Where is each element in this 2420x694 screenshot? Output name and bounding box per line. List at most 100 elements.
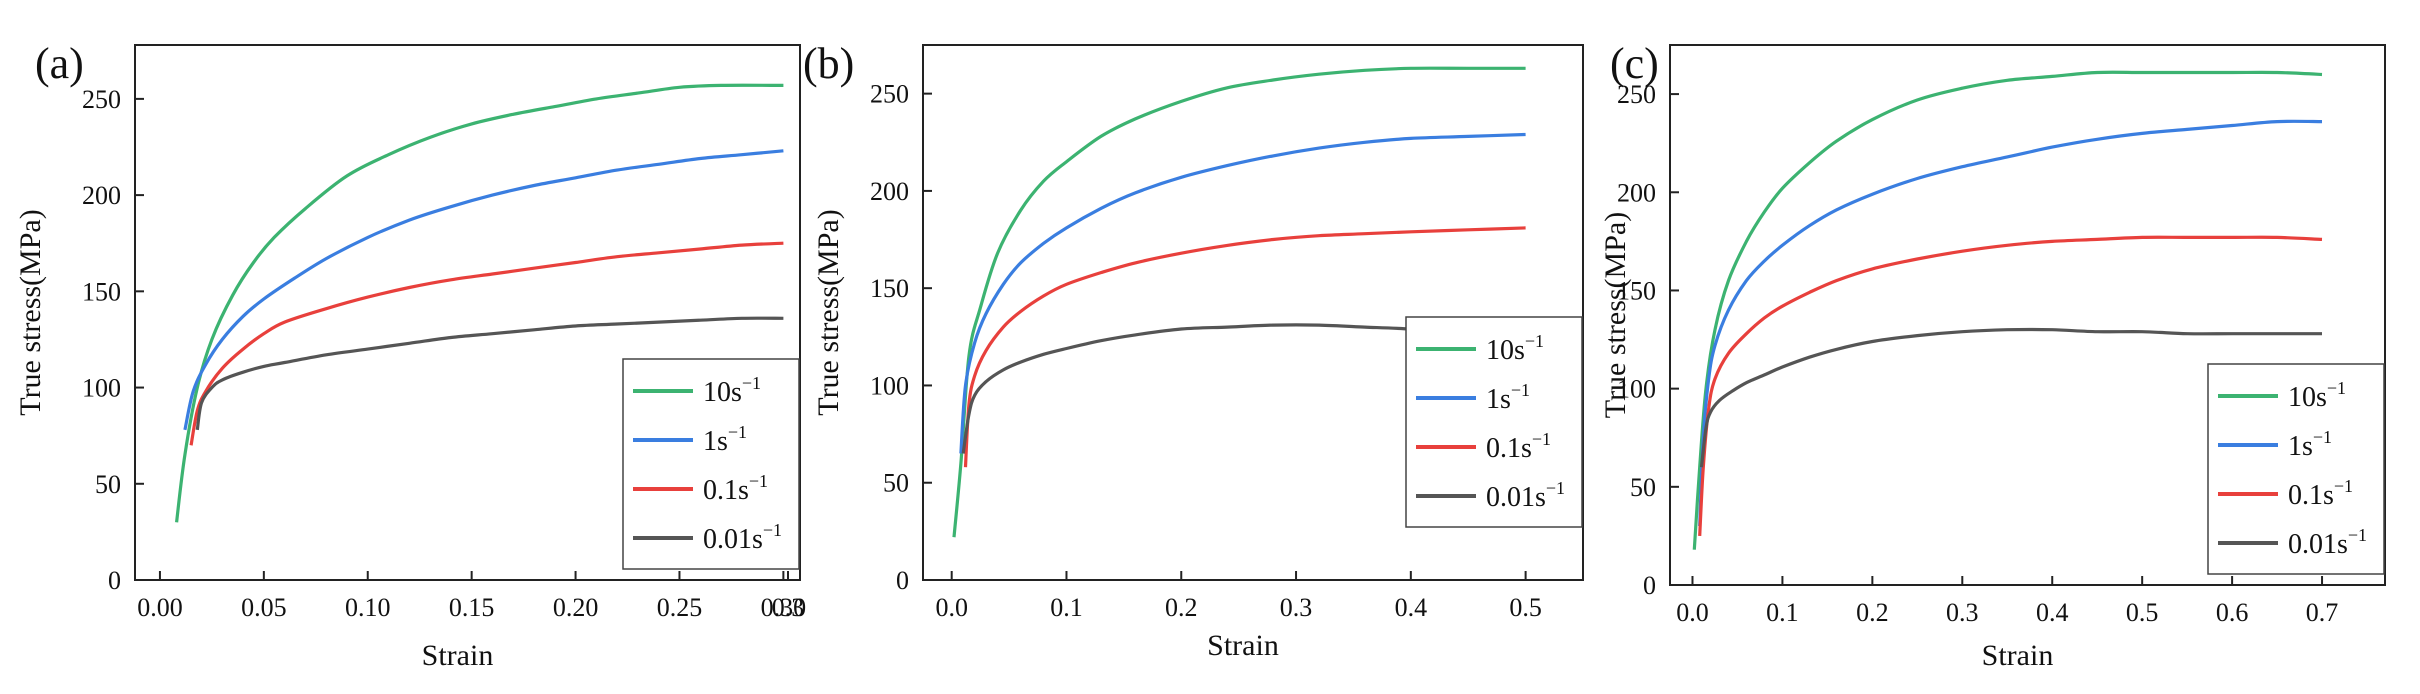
series-line-0.1s-1 bbox=[963, 226, 1526, 468]
panel-label: (c) bbox=[1610, 39, 1659, 88]
series-line-1s-1 bbox=[959, 132, 1526, 454]
y-tick-label: 50 bbox=[1630, 473, 1656, 502]
x-axis-label: Strain bbox=[1982, 639, 2054, 672]
legend-label-base: 1s bbox=[1486, 384, 1511, 415]
x-tick-label: 0.05 bbox=[241, 593, 287, 622]
legend-label-base: 1s bbox=[2288, 431, 2313, 462]
x-tick-label: 0.10 bbox=[345, 593, 391, 622]
legend-label-sup: −1 bbox=[2334, 476, 2353, 496]
y-tick-label: 200 bbox=[1617, 178, 1656, 207]
y-axis-label: True stress(MPa) bbox=[812, 209, 845, 415]
y-tick-label: 100 bbox=[1617, 375, 1656, 404]
y-tick-label: 100 bbox=[82, 374, 121, 403]
series-line-0.01s-1 bbox=[961, 323, 1526, 454]
panel-a: (a) 0 50 100 150 200 250 0.00 0.05 0.10 0.15 0.20 0.… bbox=[14, 39, 806, 672]
legend-label-sup: −1 bbox=[1546, 478, 1565, 498]
legend-label-sup: −1 bbox=[1511, 380, 1530, 400]
x-tick-label: 0.1 bbox=[1766, 598, 1799, 627]
legend-label-sup: −1 bbox=[763, 520, 782, 540]
legend-box bbox=[622, 358, 800, 570]
legend: 10s−11s−10.1s−10.01s−1 bbox=[2207, 363, 2385, 575]
x-axis-label: Strain bbox=[422, 639, 494, 672]
y-tick-label: 50 bbox=[95, 470, 121, 499]
panel-b: (b) 0 50 100 150 200 250 0.0 0.1 0.2 0.3 0.4 0.5 Stra… bbox=[803, 39, 1584, 662]
plot-frame bbox=[1669, 44, 2386, 586]
legend-label-base: 0.01s bbox=[1486, 482, 1546, 513]
legend-label: 0.01s−1 bbox=[703, 520, 782, 555]
legend-item-10s-1: 10s−1 bbox=[633, 373, 761, 408]
x-tick-label: 0.5 bbox=[1509, 593, 1542, 622]
legend-item-1s-1: 1s−1 bbox=[2218, 427, 2332, 462]
x-tick-label: 0.3 bbox=[1946, 598, 1979, 627]
series-line-0.1s-1 bbox=[1698, 235, 2323, 536]
y-tick-label: 250 bbox=[82, 85, 121, 114]
legend-label-base: 10s bbox=[2288, 382, 2327, 413]
legend-item-0.01s-1: 0.01s−1 bbox=[633, 520, 782, 555]
legend-label: 0.01s−1 bbox=[1486, 478, 1565, 513]
legend-item-1s-1: 1s−1 bbox=[1416, 380, 1530, 415]
y-tick-label: 0 bbox=[896, 566, 909, 595]
x-tick-label: 0.7 bbox=[2306, 598, 2339, 627]
x-tick-label: 0.6 bbox=[2216, 598, 2249, 627]
legend-label-sup: −1 bbox=[749, 471, 768, 491]
series-line-0.01s-1 bbox=[195, 316, 784, 431]
series-line-1s-1 bbox=[1698, 119, 2323, 527]
legend-label-sup: −1 bbox=[2313, 427, 2332, 447]
legend-item-1s-1: 1s−1 bbox=[633, 422, 747, 457]
x-tick-label: 0.2 bbox=[1165, 593, 1198, 622]
legend-label-base: 0.1s bbox=[2288, 480, 2334, 511]
legend-label-base: 1s bbox=[703, 426, 728, 457]
panel-c: (c) 0 50 100 150 200 250 0.0 0.1 0.2 0.3 0.4 0.5 0.6 0… bbox=[1599, 39, 2386, 672]
legend-label-sup: −1 bbox=[728, 422, 747, 442]
legend-item-0.1s-1: 0.1s−1 bbox=[633, 471, 768, 506]
y-axis-label: True stress(MPa) bbox=[1599, 212, 1632, 418]
legend-item-0.01s-1: 0.01s−1 bbox=[2218, 525, 2367, 560]
legend-box bbox=[1405, 316, 1583, 528]
legend-item-10s-1: 10s−1 bbox=[1416, 331, 1544, 366]
legend-label-base: 0.01s bbox=[2288, 529, 2348, 560]
y-tick-label: 150 bbox=[870, 274, 909, 303]
legend-label: 10s−1 bbox=[1486, 331, 1544, 366]
x-tick-label: 0.20 bbox=[553, 593, 599, 622]
legend-label-base: 10s bbox=[1486, 335, 1525, 366]
series-line-10s-1 bbox=[175, 83, 784, 523]
series-line-10s-1 bbox=[1692, 70, 2323, 550]
legend-label-sup: −1 bbox=[2327, 378, 2346, 398]
legend-label: 1s−1 bbox=[703, 422, 747, 457]
legend-label-base: 0.01s bbox=[703, 524, 763, 555]
panel-label: (a) bbox=[35, 39, 84, 88]
series-line-0.01s-1 bbox=[1699, 327, 2322, 468]
legend-label-sup: −1 bbox=[1532, 429, 1551, 449]
legend-label: 10s−1 bbox=[2288, 378, 2346, 413]
y-tick-label: 100 bbox=[870, 371, 909, 400]
x-tick-label: 0.4 bbox=[1395, 593, 1428, 622]
x-tick-label: 0.25 bbox=[657, 593, 703, 622]
y-tick-label: 50 bbox=[883, 469, 909, 498]
legend-label-sup: −1 bbox=[742, 373, 761, 393]
x-tick-label: 0.0 bbox=[1676, 598, 1709, 627]
y-tick-label: 0 bbox=[1643, 571, 1656, 600]
x-tick-label: 0.4 bbox=[2036, 598, 2069, 627]
legend-label-base: 0.1s bbox=[1486, 433, 1532, 464]
legend-label: 0.1s−1 bbox=[2288, 476, 2353, 511]
y-tick-label: 200 bbox=[870, 177, 909, 206]
legend-label: 0.1s−1 bbox=[703, 471, 768, 506]
y-axis-label: True stress(MPa) bbox=[14, 209, 47, 415]
legend-box bbox=[2207, 363, 2385, 575]
x-tick-label: 0.3 bbox=[1280, 593, 1313, 622]
legend-label-base: 0.1s bbox=[703, 475, 749, 506]
y-tick-label: 150 bbox=[82, 277, 121, 306]
legend-item-0.01s-1: 0.01s−1 bbox=[1416, 478, 1565, 513]
y-tick-label: 250 bbox=[870, 80, 909, 109]
legend-label-sup: −1 bbox=[2348, 525, 2367, 545]
legend-label: 1s−1 bbox=[1486, 380, 1530, 415]
x-tick-label: 0.15 bbox=[449, 593, 495, 622]
legend-label-sup: −1 bbox=[1525, 331, 1544, 351]
legend-item-0.1s-1: 0.1s−1 bbox=[2218, 476, 2353, 511]
plot-frame bbox=[922, 44, 1584, 581]
legend: 10s−11s−10.1s−10.01s−1 bbox=[622, 358, 800, 570]
y-tick-label: 250 bbox=[1617, 80, 1656, 109]
plot-frame bbox=[134, 44, 801, 581]
x-tick-label: 0.00 bbox=[137, 593, 183, 622]
legend-label: 10s−1 bbox=[703, 373, 761, 408]
